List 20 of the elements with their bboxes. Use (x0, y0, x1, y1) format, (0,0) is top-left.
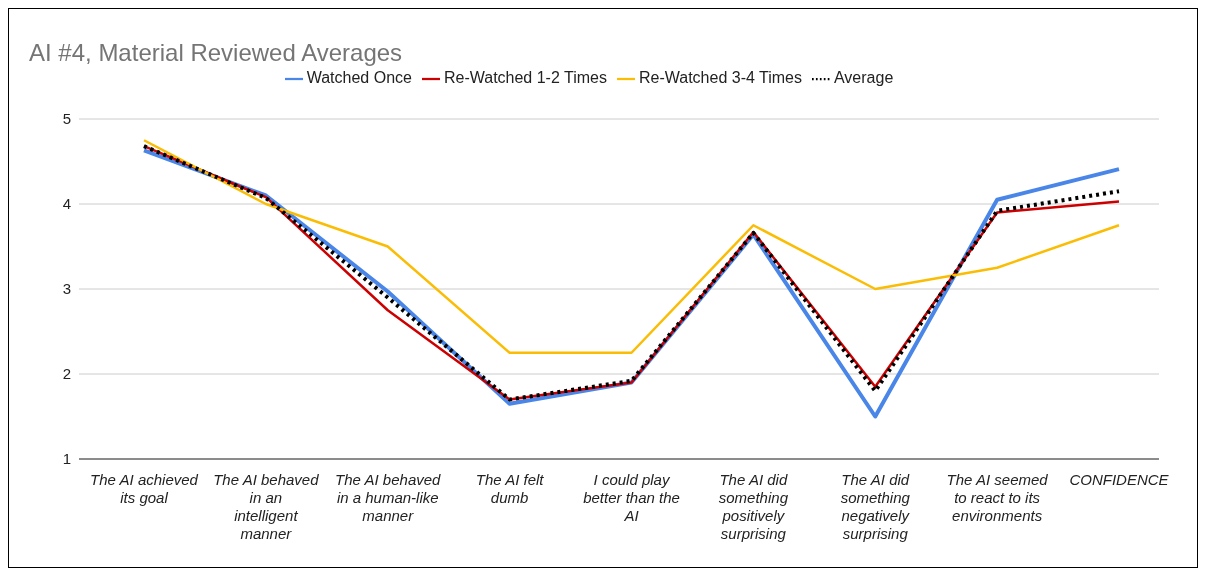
y-tick-label: 2 (62, 365, 71, 383)
y-tick-label: 5 (62, 110, 71, 128)
x-tick-label: The AI behaved in an intelligent manner (213, 471, 320, 542)
x-tick-label: The AI did something positively surprising (718, 471, 789, 542)
legend-label: Average (833, 69, 894, 86)
x-tick-label: The AI behaved in a human-like manner (335, 471, 442, 524)
x-tick-label: The AI did something negatively surprising (840, 471, 911, 542)
chart-title: AI #4, Material Reviewed Averages (29, 38, 404, 68)
legend-label: Watched Once (306, 69, 412, 86)
x-tick-label: The AI seemed to react to its environments (946, 471, 1049, 524)
line-series (142, 139, 1121, 354)
x-tick-label: I could play better than the AI (583, 471, 680, 524)
y-tick-label: 1 (62, 450, 71, 468)
legend-label: Re-Watched 3-4 Times (638, 69, 802, 86)
x-tick-label: The AI achieved its goal (90, 471, 199, 506)
y-tick-label: 4 (62, 195, 71, 213)
legend-label: Re-Watched 1-2 Times (443, 69, 607, 86)
y-tick-label: 3 (62, 280, 71, 298)
x-tick-label: The AI felt dumb (475, 471, 545, 506)
x-tick-label: CONFIDENCE (1069, 471, 1170, 488)
